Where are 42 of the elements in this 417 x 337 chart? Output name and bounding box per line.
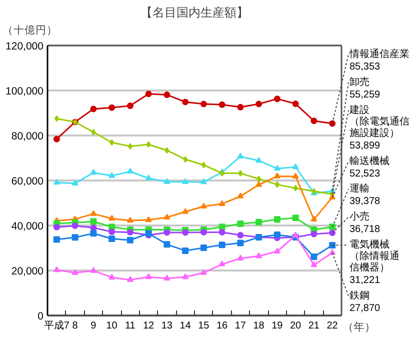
x-tick-label: 13 <box>161 320 173 332</box>
data-label: 55,259 <box>350 89 381 100</box>
y-tick-label: 40,000 <box>11 220 44 232</box>
data-label: 39,378 <box>350 196 381 208</box>
data-label: 36,718 <box>350 224 381 236</box>
text: 卸売 <box>350 76 370 88</box>
series-label: 電気機械（除情報通信機器） <box>350 238 400 274</box>
x-tick-label: 21 <box>308 320 320 332</box>
y-axis-title: （十億円） <box>2 24 58 36</box>
x-tick-label: 22 <box>326 320 338 332</box>
y-tick-label: 60,000 <box>11 176 44 188</box>
y-tick-label: 100,000 <box>6 86 44 98</box>
data-label: 53,899 <box>350 140 381 152</box>
data-label: 31,221 <box>350 275 381 286</box>
x-tick-label: 10 <box>106 320 118 332</box>
data-label: 27,870 <box>350 303 381 314</box>
chart-title: 【名目国内生産額】 <box>140 6 248 20</box>
y-tick-label: 20,000 <box>11 266 44 278</box>
x-tick-label: 16 <box>216 320 228 332</box>
x-tick-label: 12 <box>143 320 155 332</box>
y-tick-label: 0 <box>38 310 44 322</box>
x-tick-label: 9 <box>90 320 97 332</box>
x-tick-label: 17 <box>234 320 246 332</box>
y-tick-label: 80,000 <box>11 130 44 142</box>
text: 情報通信産業 <box>348 48 410 60</box>
text: 運輸 <box>350 182 370 195</box>
x-tick-label: 18 <box>253 320 265 332</box>
x-tick-label: 15 <box>198 320 210 332</box>
x-tick-label: 20 <box>290 320 302 332</box>
data-label: 52,523 <box>350 168 381 180</box>
x-tick-label: 19 <box>272 320 284 332</box>
text: 鉄鋼 <box>350 290 370 302</box>
x-tick-label: 平成7 <box>44 320 70 332</box>
text: 建設（除電気通信施設建設） <box>348 104 410 139</box>
x-tick-label: 11 <box>124 320 136 332</box>
y-tick-label: 120,000 <box>6 40 44 52</box>
x-axis-title: （年） <box>342 322 376 334</box>
x-tick-label: 14 <box>180 320 192 332</box>
series-label: 小売 <box>350 210 370 223</box>
data-label: 85,353 <box>350 62 381 72</box>
x-tick-label: 8 <box>72 320 78 332</box>
text: 輸送機械 <box>350 154 390 167</box>
